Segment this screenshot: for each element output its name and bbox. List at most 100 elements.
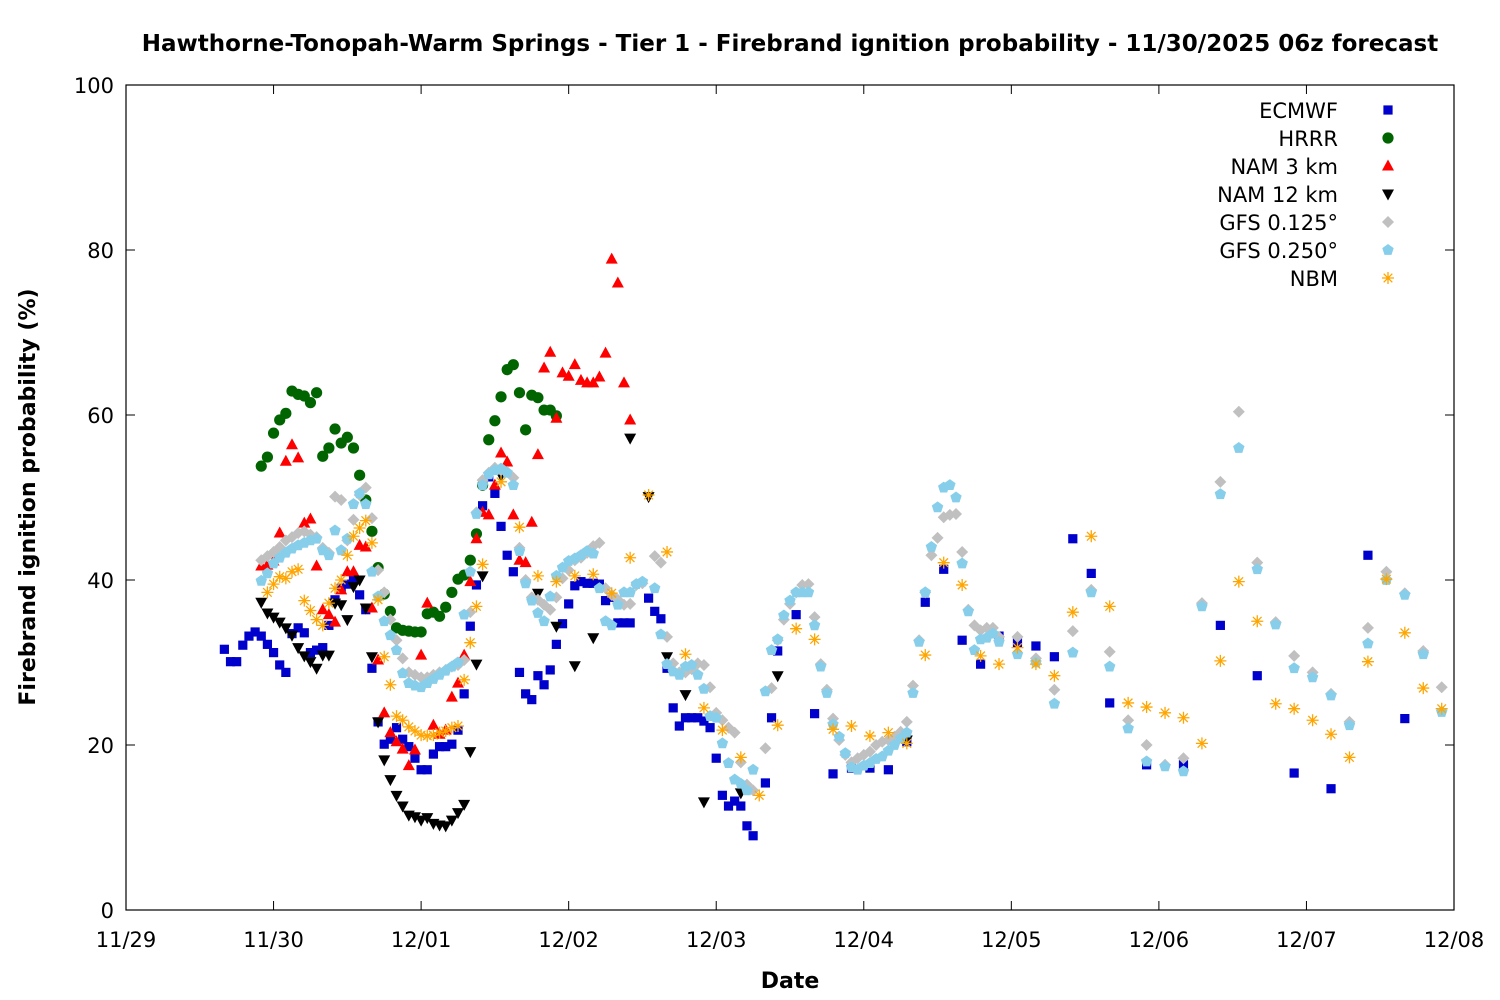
data-point-nam-3-km bbox=[482, 508, 495, 520]
data-point-gfs-0-250 bbox=[1251, 563, 1263, 575]
legend-marker-nbm bbox=[1382, 272, 1394, 284]
data-point-gfs-0-250 bbox=[390, 644, 403, 655]
data-point-nam-12-km bbox=[661, 652, 674, 664]
legend-marker-hrrr bbox=[1382, 132, 1394, 144]
data-point-nbm bbox=[1159, 706, 1172, 719]
data-point-nam-12-km bbox=[365, 652, 378, 664]
data-point-nam-12-km bbox=[624, 433, 637, 445]
data-point-gfs-0-125 bbox=[697, 658, 710, 671]
data-point-ecmwf bbox=[699, 716, 709, 726]
data-point-gfs-0-250 bbox=[1362, 637, 1374, 649]
legend-label-ecmwf: ECMWF bbox=[1259, 99, 1338, 123]
data-point-nbm bbox=[322, 597, 335, 610]
data-point-nbm bbox=[1325, 728, 1338, 741]
data-points bbox=[219, 252, 1448, 841]
data-point-nam-12-km bbox=[322, 650, 335, 662]
data-point-ecmwf bbox=[311, 645, 322, 655]
data-point-nam-12-km bbox=[378, 755, 391, 767]
data-point-ecmwf bbox=[656, 614, 666, 624]
data-point-ecmwf bbox=[1326, 784, 1336, 794]
data-point-gfs-0-250 bbox=[1196, 600, 1208, 612]
data-point-ecmwf bbox=[680, 713, 691, 723]
data-point-nam-3-km bbox=[507, 508, 520, 520]
data-point-ecmwf bbox=[459, 689, 469, 699]
data-point-gfs-0-250 bbox=[1159, 760, 1171, 772]
legend-label-gfs-0-125: GFS 0.125° bbox=[1219, 211, 1338, 235]
data-point-nbm bbox=[1140, 701, 1153, 714]
data-point-nbm bbox=[624, 551, 637, 564]
data-point-gfs-0-250 bbox=[772, 633, 784, 645]
data-point-gfs-0-250 bbox=[538, 615, 550, 627]
data-point-gfs-0-250 bbox=[993, 635, 1005, 647]
data-point-nam-3-km bbox=[501, 455, 514, 467]
data-point-nbm bbox=[476, 558, 489, 571]
data-point-nam-12-km bbox=[452, 808, 464, 820]
data-point-ecmwf bbox=[496, 521, 506, 531]
data-point-nbm bbox=[310, 613, 323, 626]
data-point-gfs-0-250 bbox=[544, 590, 556, 602]
data-point-nbm bbox=[679, 648, 692, 661]
data-point-ecmwf bbox=[791, 610, 801, 620]
data-point-gfs-0-250 bbox=[1343, 719, 1356, 731]
data-point-nbm bbox=[445, 721, 458, 734]
data-point-gfs-0-125 bbox=[863, 745, 876, 758]
data-point-nbm bbox=[365, 536, 378, 549]
legend-marker-gfs-0-125 bbox=[1382, 216, 1394, 228]
data-point-gfs-0-250 bbox=[741, 784, 753, 796]
data-point-ecmwf bbox=[299, 628, 309, 638]
data-point-gfs-0-250 bbox=[759, 685, 772, 697]
data-point-ecmwf bbox=[613, 618, 623, 628]
data-point-ecmwf bbox=[920, 597, 930, 607]
data-point-nam-3-km bbox=[322, 608, 335, 620]
data-point-nbm bbox=[1214, 654, 1227, 667]
data-point-gfs-0-125 bbox=[654, 556, 667, 569]
data-point-nam-3-km bbox=[519, 556, 532, 568]
data-point-ecmwf bbox=[564, 599, 574, 609]
data-point-nbm bbox=[642, 489, 655, 502]
data-point-ecmwf bbox=[1068, 534, 1078, 544]
data-point-nam-12-km bbox=[353, 575, 366, 587]
x-tick-label: 12/02 bbox=[538, 928, 599, 952]
data-point-gfs-0-250 bbox=[833, 730, 845, 742]
data-point-gfs-0-125 bbox=[808, 611, 821, 624]
data-point-ecmwf bbox=[883, 765, 893, 775]
data-point-nam-12-km bbox=[359, 603, 372, 615]
data-point-ecmwf bbox=[1363, 550, 1373, 560]
data-point-nbm bbox=[974, 649, 987, 662]
data-point-nam-12-km bbox=[255, 597, 268, 609]
data-point-gfs-0-250 bbox=[655, 628, 667, 640]
data-point-nbm bbox=[372, 593, 385, 606]
data-point-hrrr bbox=[304, 397, 317, 409]
data-point-ecmwf bbox=[305, 648, 316, 658]
data-point-gfs-0-250 bbox=[1214, 488, 1227, 500]
data-point-gfs-0-125 bbox=[1232, 405, 1245, 418]
data-point-ecmwf bbox=[465, 621, 475, 631]
data-point-ecmwf bbox=[244, 631, 254, 641]
data-point-ecmwf bbox=[766, 713, 777, 723]
legend-label-gfs-0-250: GFS 0.250° bbox=[1219, 239, 1338, 263]
data-point-ecmwf bbox=[809, 709, 820, 719]
data-point-ecmwf bbox=[582, 578, 592, 588]
data-point-gfs-0-250 bbox=[323, 549, 335, 561]
data-point-nbm bbox=[1195, 737, 1208, 750]
data-point-gfs-0-250 bbox=[815, 660, 827, 672]
x-tick-label: 12/01 bbox=[391, 928, 452, 952]
data-point-gfs-0-125 bbox=[1288, 649, 1301, 662]
series-gfs-0-250 bbox=[255, 442, 1448, 796]
data-point-nam-3-km bbox=[556, 366, 569, 378]
data-point-nbm bbox=[298, 594, 311, 607]
data-point-hrrr bbox=[280, 407, 292, 419]
data-point-gfs-0-250 bbox=[606, 619, 618, 631]
legend-label-nam-3-km: NAM 3 km bbox=[1230, 155, 1338, 179]
data-point-nbm bbox=[341, 549, 354, 562]
data-point-ecmwf bbox=[404, 742, 414, 752]
data-point-gfs-0-125 bbox=[1103, 645, 1116, 658]
data-point-gfs-0-250 bbox=[1270, 618, 1282, 630]
data-point-nbm bbox=[771, 719, 784, 732]
data-point-nam-12-km bbox=[261, 608, 274, 620]
data-point-ecmwf bbox=[1215, 620, 1225, 630]
data-point-nbm bbox=[1232, 575, 1245, 588]
data-point-ecmwf bbox=[232, 657, 242, 667]
data-point-hrrr bbox=[483, 434, 495, 446]
data-point-gfs-0-250 bbox=[962, 605, 974, 617]
